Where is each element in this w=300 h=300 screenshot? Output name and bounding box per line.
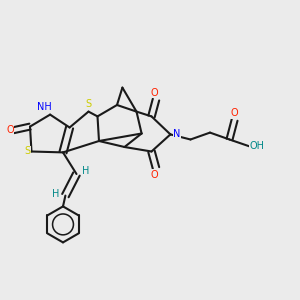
Text: O: O [231, 108, 239, 118]
Text: S: S [25, 146, 31, 157]
Text: OH: OH [250, 141, 265, 152]
Text: N: N [173, 129, 181, 140]
Text: H: H [52, 189, 59, 199]
Text: O: O [151, 88, 158, 98]
Text: O: O [151, 169, 158, 180]
Text: O: O [6, 125, 14, 135]
Text: H: H [82, 166, 90, 176]
Text: NH: NH [37, 102, 52, 112]
Text: S: S [85, 99, 91, 109]
